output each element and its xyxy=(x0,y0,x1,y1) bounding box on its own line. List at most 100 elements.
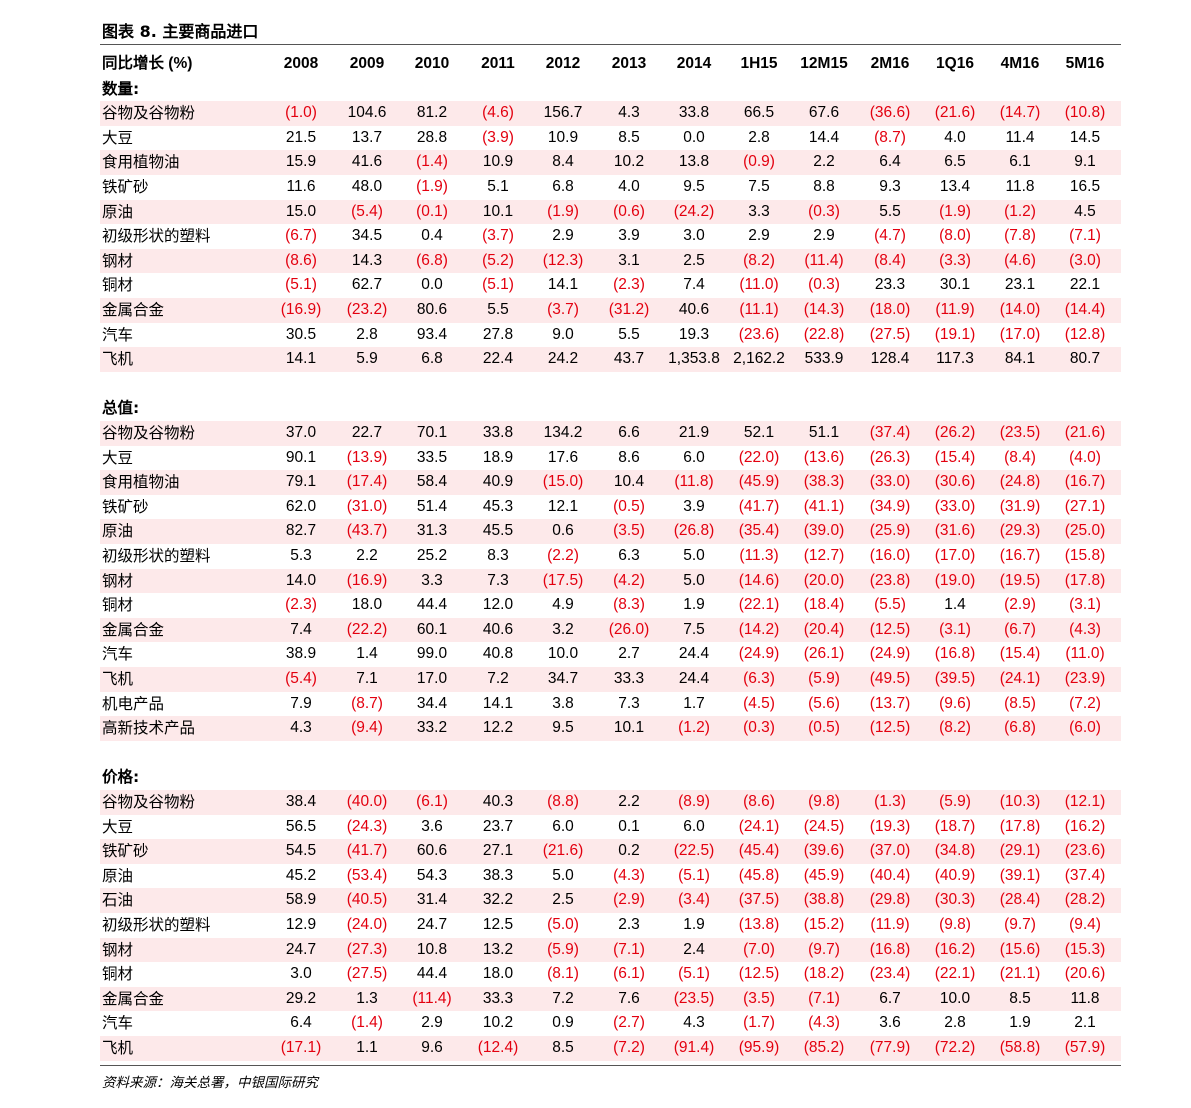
table-row: 汽车 38.9 1.4 99.0 40.8 10.0 2.7 24.4 (24.9) (26.1)… xyxy=(100,642,1121,667)
column-header: 1Q16 xyxy=(936,55,974,72)
table-cell: 1.9 xyxy=(1009,1014,1031,1032)
table-cell: (28.2) xyxy=(1064,891,1106,909)
table-cell: (3.0) xyxy=(1069,251,1101,269)
table-cell: (22.1) xyxy=(738,596,780,614)
table-cell: (18.2) xyxy=(803,965,845,983)
table-cell: (20.0) xyxy=(803,571,845,589)
table-row: 谷物及谷物粉 38.4 (40.0) (6.1) 40.3 (8.8) 2.2 (8.9) (8… xyxy=(100,790,1121,815)
section-heading: 价格: xyxy=(102,768,140,787)
table-cell: 70.1 xyxy=(416,424,448,441)
table-cell: (17.8) xyxy=(999,817,1041,835)
table-cell: (33.0) xyxy=(934,497,976,515)
table-cell: 156.7 xyxy=(543,104,583,122)
row-label: 钢材 xyxy=(102,251,134,270)
table-cell: (41.7) xyxy=(738,497,780,515)
table-cell: 4.9 xyxy=(552,596,574,614)
source-note: 资料来源：海关总署，中银国际研究 xyxy=(102,1075,318,1091)
table-cell: 6.0 xyxy=(683,448,705,466)
table-cell: 14.4 xyxy=(808,128,840,146)
table-cell: (12.3) xyxy=(542,251,584,269)
table-row: 飞机 14.1 5.9 6.8 22.4 24.2 43.7 1,353.8 2,162.2 53… xyxy=(100,347,1121,372)
table-cell: (2.7) xyxy=(613,1014,645,1032)
table-cell: (8.7) xyxy=(874,128,906,146)
table-cell: 533.9 xyxy=(804,350,844,368)
table-cell: 2,162.2 xyxy=(733,350,785,368)
table-cell: (40.4) xyxy=(869,866,911,884)
table-cell: (18.7) xyxy=(934,817,976,835)
table-cell: 2.7 xyxy=(618,645,640,663)
table-cell: (16.9) xyxy=(346,571,388,589)
table-cell: 8.8 xyxy=(813,178,835,195)
table-cell: 11.8 xyxy=(1005,178,1035,195)
table-cell: 9.6 xyxy=(421,1039,443,1056)
table-cell: 33.8 xyxy=(482,424,514,441)
table-cell: 5.0 xyxy=(683,547,705,564)
table-cell: 7.9 xyxy=(290,694,312,712)
table-cell: 7.5 xyxy=(748,178,770,195)
table-cell: (1.3) xyxy=(874,793,906,810)
table-cell: (4.0) xyxy=(1069,448,1101,466)
table-cell: (12.4) xyxy=(477,1039,519,1056)
table-row: 飞机 (17.1) 1.1 9.6 (12.4) 8.5 (7.2) (91.4) (95.9)… xyxy=(100,1036,1121,1061)
table-cell: (9.8) xyxy=(939,916,971,933)
table-cell: (8.4) xyxy=(874,251,906,269)
table-cell: 33.2 xyxy=(416,719,448,737)
table-cell: 8.5 xyxy=(618,128,640,146)
table-cell: (40.0) xyxy=(346,793,388,810)
table-cell: (4.3) xyxy=(1069,620,1101,638)
table-cell: (24.8) xyxy=(999,473,1041,491)
table-row: 飞机 (5.4) 7.1 17.0 7.2 34.7 33.3 24.4 (6.3) (5.9) (… xyxy=(100,667,1121,692)
table-row: 金属合金 (16.9) (23.2) 80.6 5.5 (3.7) (31.2) 40.6 (1… xyxy=(100,298,1121,323)
row-label: 铜材 xyxy=(102,276,134,295)
table-cell: 24.4 xyxy=(678,670,710,687)
table-cell: 5.5 xyxy=(618,325,640,343)
table-cell: (39.1) xyxy=(999,866,1041,884)
table-cell: (13.6) xyxy=(803,448,845,466)
table-cell: 19.3 xyxy=(678,325,710,343)
table-row: 原油 15.0 (5.4) (0.1) 10.1 (1.9) (0.6) (24.2) 3.3 (… xyxy=(100,199,1121,225)
table-cell: (23.2) xyxy=(346,301,388,318)
table-cell: (29.8) xyxy=(869,891,911,909)
column-header: 5M16 xyxy=(1065,55,1105,72)
table-cell: 3.8 xyxy=(552,694,574,712)
row-label: 金属合金 xyxy=(102,620,165,639)
table-cell: 7.4 xyxy=(290,620,312,638)
table-cell: (16.2) xyxy=(1064,817,1106,835)
table-cell: (53.4) xyxy=(346,866,388,884)
table-cell: (95.9) xyxy=(738,1039,780,1056)
table-cell: (15.8) xyxy=(1064,547,1106,564)
table-cell: (13.7) xyxy=(869,694,911,712)
table-cell: 24.2 xyxy=(547,350,579,368)
table-cell: (39.0) xyxy=(803,522,845,540)
table-cell: 6.1 xyxy=(1009,153,1031,171)
table-cell: (31.0) xyxy=(346,497,388,515)
table-cell: (11.4) xyxy=(412,989,452,1007)
table-cell: 54.3 xyxy=(416,866,448,884)
table-cell: (24.9) xyxy=(869,645,911,663)
table-cell: (23.4) xyxy=(869,965,911,983)
table-row: 钢材 14.0 (16.9) 3.3 7.3 (17.5) (4.2) 5.0 (14.6) (2… xyxy=(100,568,1121,594)
row-label: 原油 xyxy=(102,202,134,221)
table-cell: 7.2 xyxy=(487,670,509,687)
row-label: 谷物及谷物粉 xyxy=(102,424,196,442)
table-cell: (24.9) xyxy=(738,645,780,663)
row-label: 大豆 xyxy=(102,817,134,836)
table-cell: (31.6) xyxy=(934,522,976,540)
table-cell: (27.5) xyxy=(869,325,911,343)
table-cell: (19.1) xyxy=(934,325,976,343)
table-cell: 7.4 xyxy=(683,276,705,294)
table-cell: (6.7) xyxy=(285,227,317,245)
table-cell: (77.9) xyxy=(869,1039,911,1056)
table-cell: 1.7 xyxy=(683,694,705,712)
table-cell: 14.5 xyxy=(1069,128,1101,146)
row-label: 铁矿砂 xyxy=(102,842,149,861)
table-cell: (4.3) xyxy=(808,1014,840,1032)
table-cell: 31.4 xyxy=(416,891,448,909)
table-cell: 5.1 xyxy=(487,178,509,195)
table-cell: 8.4 xyxy=(552,153,574,171)
bottom-rule xyxy=(100,1065,1121,1066)
table-cell: (1.7) xyxy=(743,1014,775,1032)
table-cell: 34.7 xyxy=(547,670,579,687)
table-cell: (43.7) xyxy=(346,522,388,540)
table-cell: (15.6) xyxy=(999,940,1041,958)
